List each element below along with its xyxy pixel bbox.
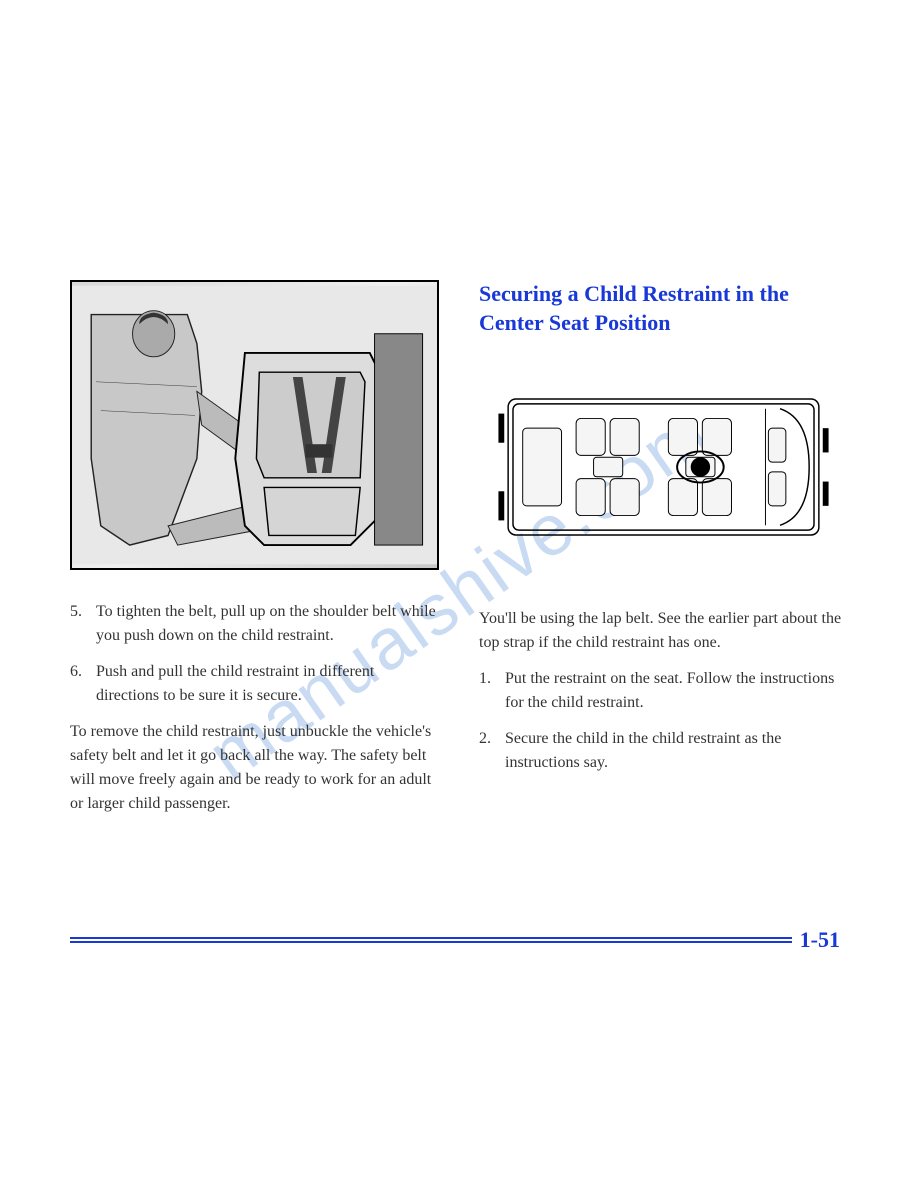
footer-divider <box>70 937 848 943</box>
vehicle-top-diagram <box>479 357 848 577</box>
list-num: 1. <box>479 667 505 715</box>
list-item-6: 6. Push and pull the child restraint in … <box>70 660 439 708</box>
list-num: 2. <box>479 727 505 775</box>
list-item-5: 5. To tighten the belt, pull up on the s… <box>70 600 439 648</box>
page-content: 5. To tighten the belt, pull up on the s… <box>70 280 848 828</box>
list-item-2: 2. Secure the child in the child restrai… <box>479 727 848 775</box>
section-heading: Securing a Child Restraint in the Center… <box>479 280 848 337</box>
removal-note: To remove the child restraint, just unbu… <box>70 720 439 816</box>
list-item-1: 1. Put the restraint on the seat. Follow… <box>479 667 848 715</box>
list-num: 6. <box>70 660 96 708</box>
left-column: 5. To tighten the belt, pull up on the s… <box>70 280 439 828</box>
page-number: 1-51 <box>792 927 848 953</box>
child-seat-illustration <box>70 280 439 570</box>
list-text: Secure the child in the child restraint … <box>505 727 848 775</box>
list-text: To tighten the belt, pull up on the shou… <box>96 600 439 648</box>
list-text: Put the restraint on the seat. Follow th… <box>505 667 848 715</box>
intro-text: You'll be using the lap belt. See the ea… <box>479 607 848 655</box>
list-text: Push and pull the child restraint in dif… <box>96 660 439 708</box>
right-column: Securing a Child Restraint in the Center… <box>479 280 848 828</box>
list-num: 5. <box>70 600 96 648</box>
